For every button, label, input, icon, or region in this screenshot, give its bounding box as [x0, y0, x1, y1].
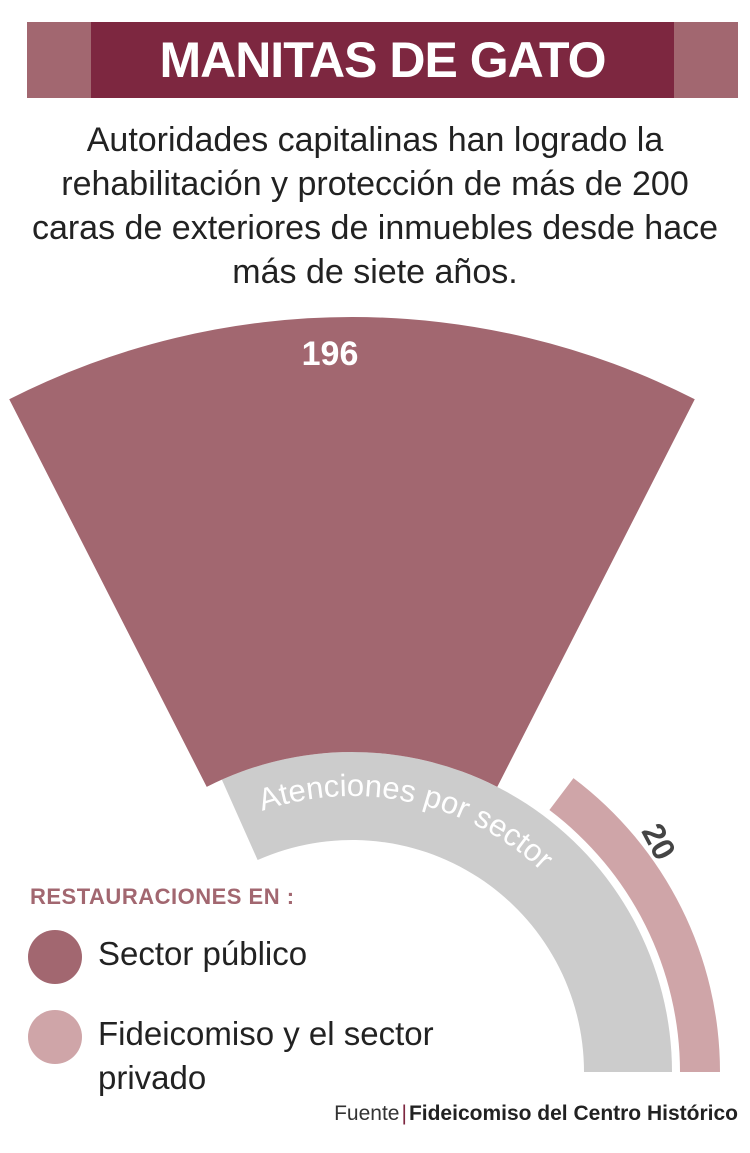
title-banner: MANITAS DE GATO — [27, 22, 738, 98]
banner-right-block — [674, 22, 738, 98]
legend-swatch-sector-privado — [28, 1010, 82, 1064]
source-separator: | — [401, 1102, 407, 1125]
data-label-sector-publico: 196 — [302, 335, 359, 373]
legend-label-sector-publico: Sector público — [98, 935, 308, 972]
source-line: Fuente|Fideicomiso del Centro Histórico — [334, 1102, 738, 1126]
banner-left-block — [27, 22, 91, 98]
slice-sector-privado — [549, 778, 720, 1072]
source-name: Fideicomiso del Centro Histórico — [408, 1102, 738, 1125]
center-band-arc — [221, 751, 672, 1072]
source-prefix: Fuente — [334, 1102, 400, 1125]
legend-swatch-sector-publico — [28, 930, 82, 984]
subtitle: Autoridades capitalinas han logrado la r… — [31, 121, 719, 291]
slice-sector-publico — [9, 317, 695, 787]
legend-label-sector-privado: Fideicomiso y el sector privado — [98, 1015, 434, 1096]
page-title: MANITAS DE GATO — [91, 22, 674, 98]
legend-title: RESTAURACIONES EN : — [30, 884, 295, 909]
